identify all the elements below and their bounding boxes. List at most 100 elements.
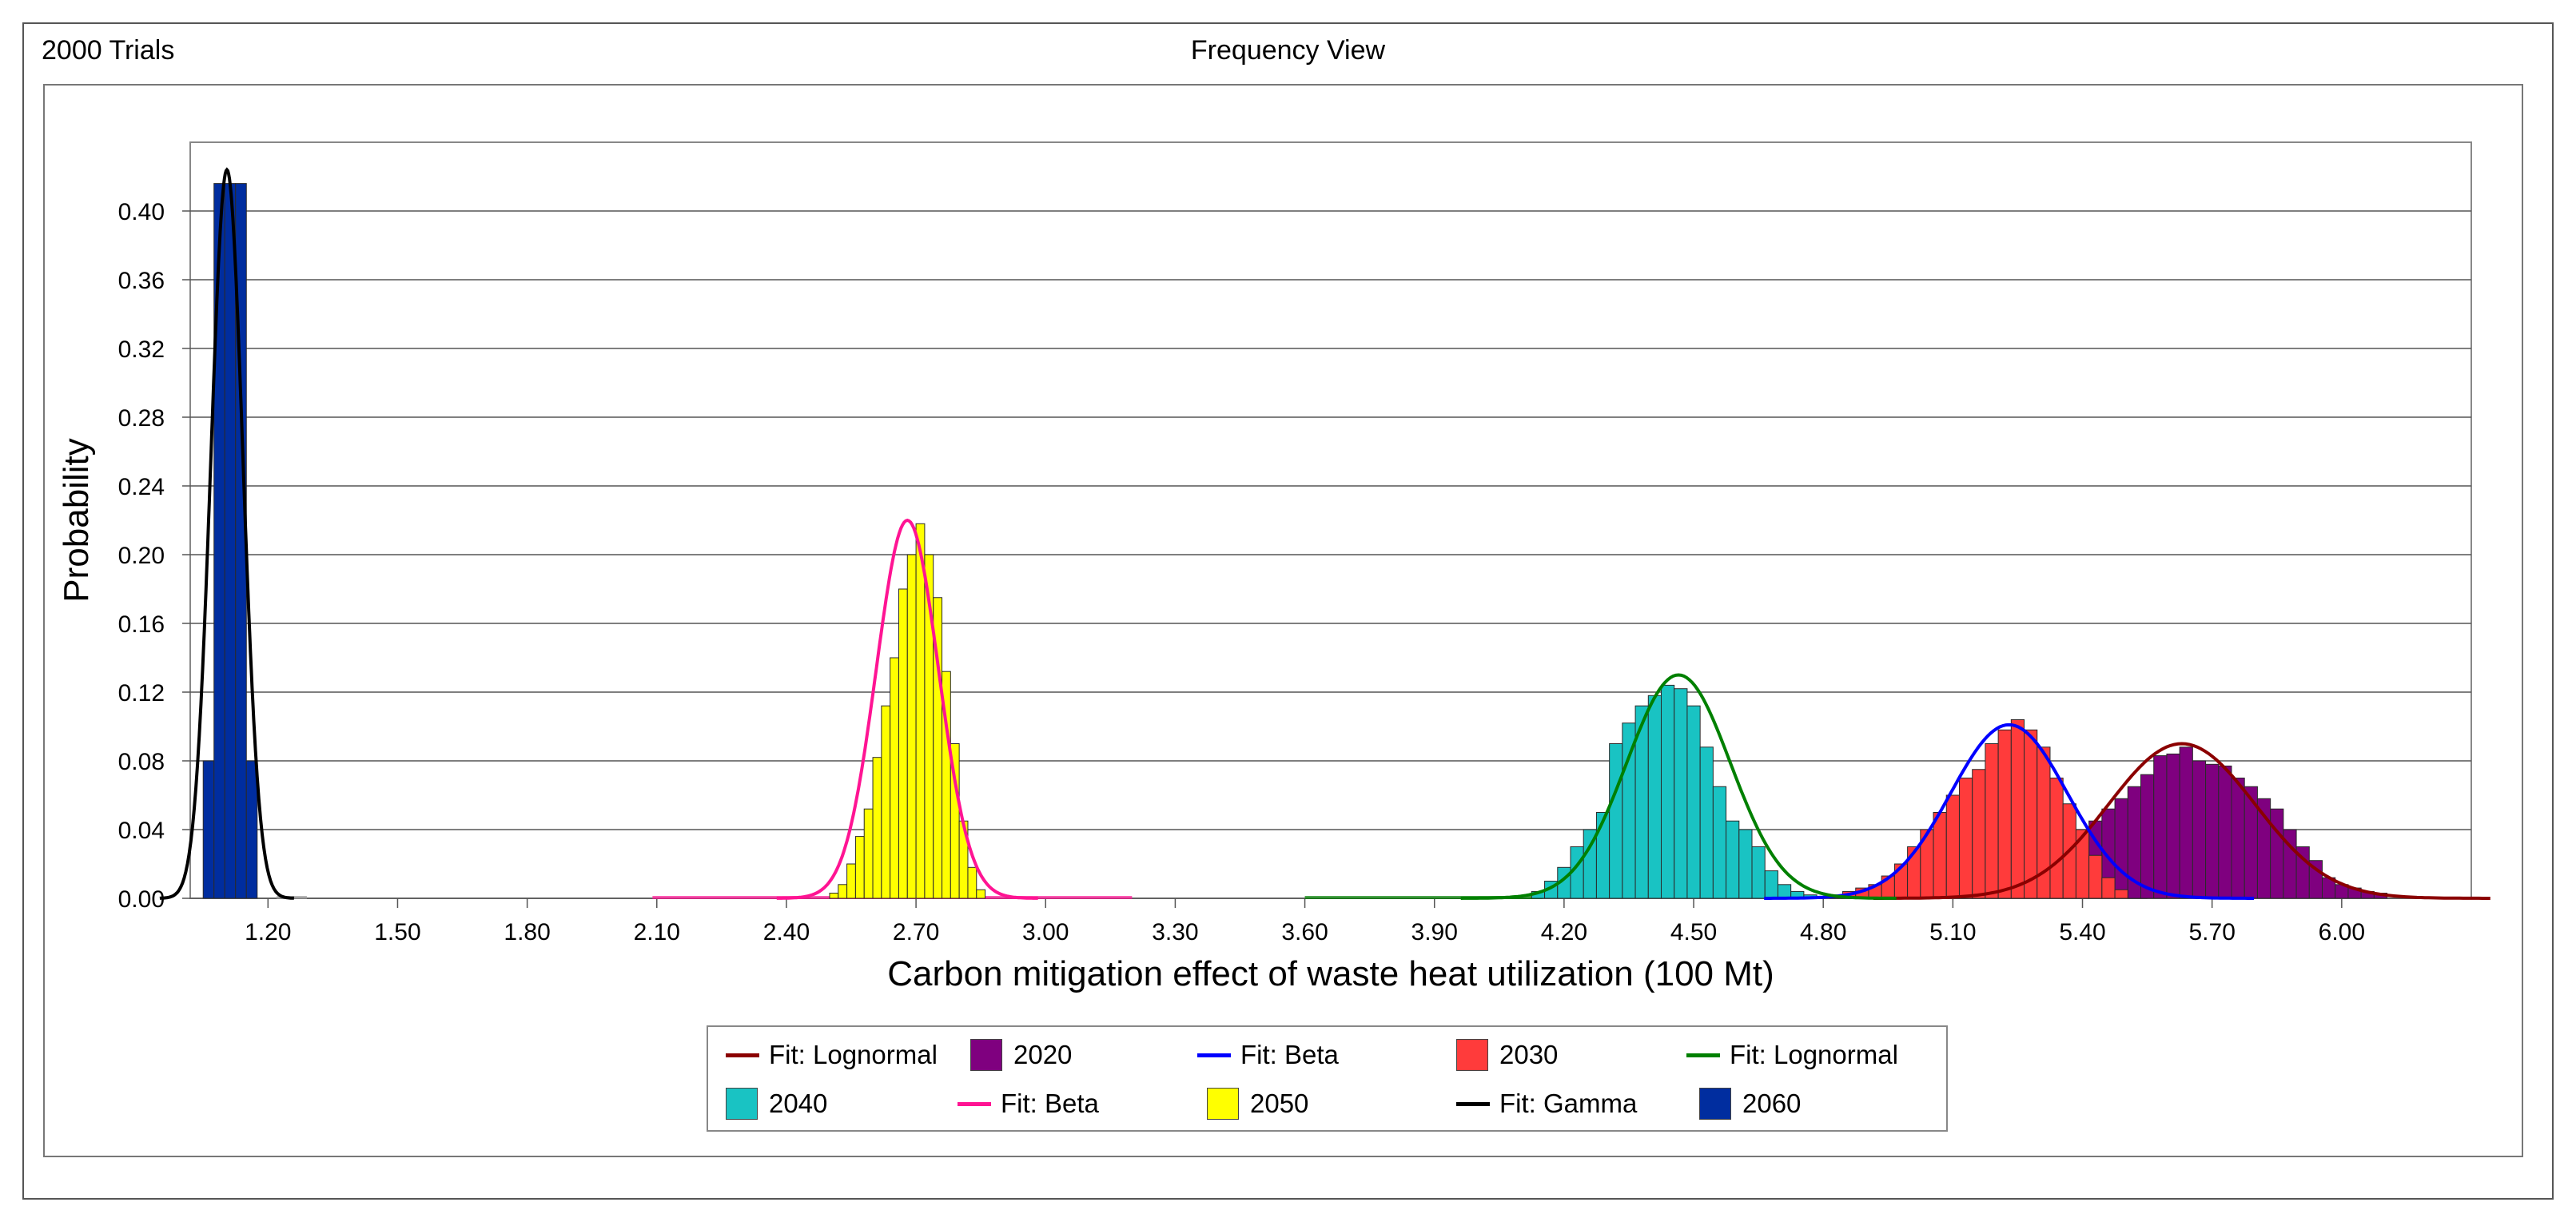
- bar-2020: [2179, 746, 2193, 899]
- bar-2040: [1686, 705, 1701, 899]
- x-tick-label: 5.10: [1929, 919, 1976, 945]
- bar-2020: [2218, 765, 2232, 899]
- fit-curve-2050: [776, 518, 1038, 900]
- bar-2040: [1726, 820, 1740, 899]
- x-tick-label: 1.80: [504, 919, 550, 945]
- bar-2030: [2024, 729, 2038, 899]
- bar-2060: [245, 760, 258, 899]
- bar-2030: [1945, 794, 1960, 899]
- x-tick-label: 3.00: [1022, 919, 1069, 945]
- legend: Fit: Lognormal 2020 Fit: Beta 2030 Fit: …: [707, 1025, 1948, 1132]
- bar-2030: [2049, 778, 2064, 899]
- bar-2040: [1738, 829, 1753, 899]
- bar-2040: [1609, 743, 1623, 899]
- x-tick-label: 5.40: [2059, 919, 2105, 945]
- bar-2020: [2270, 808, 2284, 899]
- bar-2020: [2192, 760, 2207, 899]
- legend-item-8: Fit: Gamma: [1456, 1084, 1637, 1124]
- bar-2020: [2166, 753, 2180, 899]
- bar-2030: [2101, 877, 2116, 899]
- x-tick-label: 4.20: [1541, 919, 1587, 945]
- bar-2040: [1699, 746, 1714, 899]
- y-tick-label: 0.24: [118, 474, 165, 500]
- legend-label: 2050: [1250, 1089, 1309, 1118]
- bar-2050: [829, 893, 839, 899]
- bar-2050: [967, 866, 977, 899]
- bar-2020: [2114, 798, 2128, 899]
- bar-2050: [863, 808, 874, 899]
- bar-2030: [1985, 743, 1999, 899]
- y-tick-label: 0.16: [118, 611, 165, 638]
- y-tick-label: 0.00: [118, 886, 165, 913]
- bar-2050: [846, 863, 856, 899]
- legend-label: 2030: [1499, 1040, 1559, 1069]
- bar-2020: [2153, 755, 2168, 899]
- legend-line-icon: [958, 1101, 991, 1106]
- x-tick-label: 4.50: [1670, 919, 1717, 945]
- legend-item-3: 2030: [1456, 1035, 1558, 1075]
- legend-item-1: 2020: [970, 1035, 1072, 1075]
- x-tick-label: 2.10: [634, 919, 680, 945]
- bar-2020: [2140, 774, 2155, 899]
- bar-2050: [890, 657, 899, 899]
- bar-2030: [2114, 889, 2128, 899]
- x-tick-label: 6.00: [2319, 919, 2365, 945]
- fit-curve-2020: [1873, 742, 2490, 900]
- legend-label: Fit: Gamma: [1499, 1089, 1638, 1118]
- legend-item-6: Fit: Beta: [958, 1084, 1099, 1124]
- legend-item-0: Fit: Lognormal: [726, 1035, 938, 1075]
- y-tick-label: 0.32: [118, 336, 165, 363]
- legend-label: Fit: Beta: [1001, 1089, 1099, 1118]
- legend-item-5: 2040: [726, 1084, 827, 1124]
- bar-2060: [202, 760, 215, 899]
- bar-2040: [1751, 846, 1766, 899]
- x-tick-label: 3.90: [1411, 919, 1458, 945]
- bar-2040: [1712, 786, 1727, 899]
- x-tick-label: 4.80: [1800, 919, 1846, 945]
- legend-item-2: Fit: Beta: [1197, 1035, 1339, 1075]
- legend-item-9: 2060: [1699, 1084, 1801, 1124]
- x-axis-label: Carbon mitigation effect of waste heat u…: [887, 954, 1774, 993]
- legend-label: 2040: [769, 1089, 828, 1118]
- bar-2050: [838, 884, 848, 899]
- legend-line-icon: [1686, 1053, 1720, 1057]
- bar-2050: [872, 757, 882, 899]
- legend-label: 2060: [1742, 1089, 1802, 1118]
- bar-2060: [213, 183, 225, 899]
- y-tick-label: 0.08: [118, 749, 165, 775]
- bar-2030: [1933, 812, 1947, 899]
- x-tick-label: 1.20: [245, 919, 291, 945]
- legend-line-icon: [1197, 1053, 1231, 1057]
- legend-label: 2020: [1013, 1040, 1073, 1069]
- x-tick-label: 5.70: [2188, 919, 2235, 945]
- legend-item-7: 2050: [1207, 1084, 1308, 1124]
- legend-line-icon: [726, 1053, 759, 1057]
- bar-2050: [854, 836, 865, 899]
- bar-2050: [915, 523, 926, 899]
- fit-curve-2030: [1764, 722, 2255, 900]
- x-tick-label: 3.30: [1152, 919, 1198, 945]
- bar-2040: [1764, 870, 1778, 899]
- bar-2030: [1997, 729, 2012, 899]
- bar-2050: [976, 889, 986, 899]
- legend-item-4: Fit: Lognormal: [1686, 1035, 1898, 1075]
- legend-swatch-icon: [1207, 1088, 1239, 1120]
- legend-label: Fit: Lognormal: [769, 1040, 938, 1069]
- trials-label: 2000 Trials: [42, 35, 175, 66]
- bar-2030: [2010, 718, 2025, 899]
- bar-2050: [906, 554, 917, 899]
- view-title: Frequency View: [1190, 35, 1386, 66]
- bar-2030: [2088, 854, 2103, 899]
- y-tick-label: 0.12: [118, 680, 165, 707]
- x-tick-label: 3.60: [1281, 919, 1328, 945]
- y-axis-label: Probability: [57, 438, 96, 602]
- y-tick-label: 0.04: [118, 818, 165, 844]
- bar-2030: [1958, 778, 1973, 899]
- bar-2040: [1661, 684, 1675, 899]
- legend-line-icon: [1456, 1101, 1490, 1106]
- x-tick-label: 1.50: [374, 919, 420, 945]
- fit-curve-2060: [159, 167, 295, 900]
- bar-2040: [1647, 695, 1662, 899]
- outer-frame: [22, 22, 2554, 1200]
